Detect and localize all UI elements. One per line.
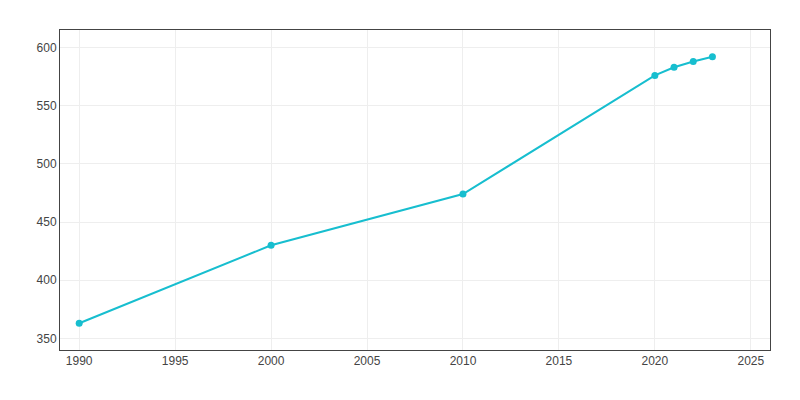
- svg-text:450: 450: [37, 215, 57, 229]
- svg-text:2000: 2000: [258, 354, 285, 368]
- svg-text:2020: 2020: [642, 354, 669, 368]
- svg-text:600: 600: [37, 41, 57, 55]
- svg-text:2015: 2015: [546, 354, 573, 368]
- svg-text:1990: 1990: [66, 354, 93, 368]
- svg-text:2005: 2005: [354, 354, 381, 368]
- svg-text:400: 400: [37, 273, 57, 287]
- svg-text:550: 550: [37, 99, 57, 113]
- svg-text:350: 350: [37, 332, 57, 346]
- svg-text:2010: 2010: [450, 354, 477, 368]
- svg-text:1995: 1995: [162, 354, 189, 368]
- svg-text:500: 500: [37, 157, 57, 171]
- svg-text:2025: 2025: [737, 354, 764, 368]
